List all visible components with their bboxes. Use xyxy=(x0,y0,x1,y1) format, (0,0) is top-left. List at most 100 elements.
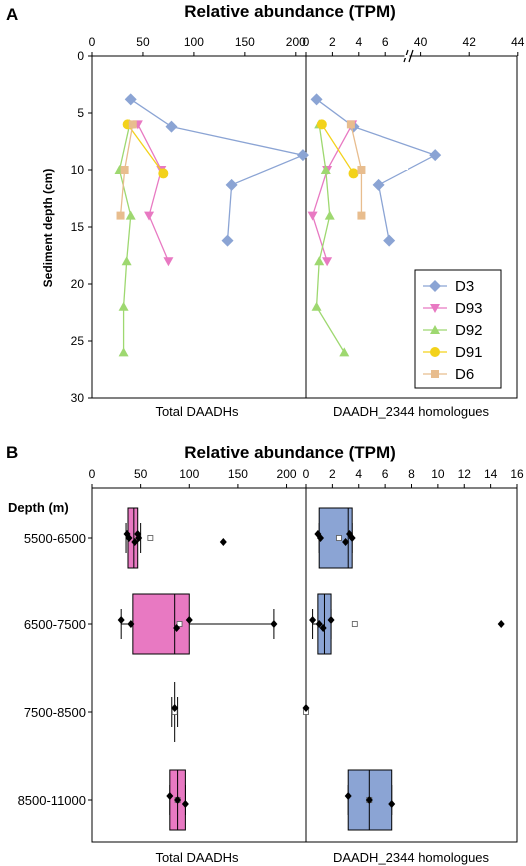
data-point-D3 xyxy=(225,178,238,191)
box-data-point xyxy=(317,534,325,542)
legend-label-D3: D3 xyxy=(455,278,474,295)
box-iqr xyxy=(318,507,353,569)
panel-a-y-tick-label: 0 xyxy=(77,49,84,63)
panel-b-left-x-tick-label: 50 xyxy=(134,467,148,481)
series-line-D91 xyxy=(321,124,355,174)
panel-b-right-x-tick-label: 12 xyxy=(458,467,472,481)
box-data-point xyxy=(497,620,505,628)
data-point-D6 xyxy=(346,120,355,129)
data-point-D6 xyxy=(357,166,366,174)
panel-b-right-x-tick-label: 14 xyxy=(484,467,498,481)
data-point-D91 xyxy=(316,119,327,130)
data-point-D92 xyxy=(118,347,129,357)
panel-a-y-tick-label: 30 xyxy=(71,391,85,405)
panel-a-y-tick-label: 15 xyxy=(71,220,85,234)
box-data-point xyxy=(131,538,139,546)
data-point-D3 xyxy=(310,93,323,106)
series-line-D92 xyxy=(315,124,345,353)
data-point-D6 xyxy=(116,211,125,220)
panel-b-left-x-tick-label: 200 xyxy=(277,467,297,481)
box-data-point xyxy=(319,624,327,632)
box-data-point xyxy=(125,534,133,542)
panel-a-right-x-tick-label: 42 xyxy=(463,35,477,49)
data-point-D6 xyxy=(128,120,137,129)
box-data-point xyxy=(388,800,396,808)
data-point-D91 xyxy=(348,168,359,179)
box-data-point xyxy=(342,538,350,546)
data-point-D3 xyxy=(383,234,396,247)
panel-a-title: Relative abundance (TPM) xyxy=(184,2,396,21)
box-data-point xyxy=(348,534,356,542)
panel-a-right-x-tick-label: 44 xyxy=(511,35,525,49)
data-point-D93 xyxy=(144,211,155,221)
box-data-point xyxy=(219,538,227,546)
legend-box xyxy=(414,269,502,389)
legend-marker-D3 xyxy=(429,280,441,292)
legend-label-D91: D91 xyxy=(455,344,483,361)
box-mean xyxy=(351,621,358,627)
panel-b-right-x-tick-label: 10 xyxy=(431,467,445,481)
legend-label-D92: D92 xyxy=(455,322,483,339)
series-line-D93 xyxy=(311,124,353,262)
data-point-D3 xyxy=(296,149,309,162)
panel-b-ylabel: Depth (m) xyxy=(8,500,69,515)
axis-break-mark xyxy=(408,49,414,63)
data-point-D3 xyxy=(221,234,234,247)
panel-a-right-x-tick-label: 6 xyxy=(382,35,389,49)
panel-b-title: Relative abundance (TPM) xyxy=(184,443,396,462)
panel-a-y-tick-label: 25 xyxy=(71,334,85,348)
panel-b-right-x-tick-label: 4 xyxy=(355,467,362,481)
panel-b-category-label: 7500-8500 xyxy=(24,705,86,720)
panel-b-right-x-tick-label: 2 xyxy=(329,467,336,481)
data-point-D92 xyxy=(324,210,335,220)
box-data-point xyxy=(173,624,181,632)
panel-b-xlabel-right: DAADH_2344 homologues xyxy=(333,850,490,865)
panel-b-category-label: 5500-6500 xyxy=(24,531,86,546)
panel-a-left-x-tick-label: 50 xyxy=(136,35,150,49)
panel-a-y-tick-label: 20 xyxy=(71,277,85,291)
axis-break-line-gap xyxy=(402,164,408,170)
data-point-D93 xyxy=(322,257,333,267)
panel-b-left-x-tick-label: 100 xyxy=(179,467,199,481)
panel-b-right-x-tick-label: 8 xyxy=(408,467,415,481)
panel-a-xlabel-right: DAADH_2344 homologues xyxy=(333,404,490,419)
panel-a-right-x-tick-label: 2 xyxy=(329,35,336,49)
box-data-point xyxy=(166,792,174,800)
panel-b-left-x-tick-label: 0 xyxy=(89,467,96,481)
box-data-point xyxy=(135,534,143,542)
data-point-D6 xyxy=(120,166,129,174)
legend-label-D6: D6 xyxy=(455,366,474,383)
axis-break-line-gap xyxy=(402,136,408,142)
data-point-D3 xyxy=(372,178,385,191)
box-data-point xyxy=(185,616,193,624)
box-data-point xyxy=(327,616,335,624)
panel-a-label: A xyxy=(6,5,18,24)
panel-a-right-x-tick-label: 0 xyxy=(303,35,310,49)
panel-b-plot: 5500-6500 6500-7500 7500-8500 8500-11000 0 50… xyxy=(18,467,524,843)
box-data-point xyxy=(315,620,323,628)
data-point-D3 xyxy=(124,93,137,106)
panel-a-xlabel-left: Total DAADHs xyxy=(155,404,239,419)
series-line-D91 xyxy=(127,124,164,174)
data-point-D92 xyxy=(125,210,136,220)
panel-b-xlabel-left: Total DAADHs xyxy=(155,850,239,865)
box-data-point xyxy=(302,704,310,712)
box-data-point xyxy=(174,796,182,804)
box-data-point xyxy=(309,616,317,624)
panel-a-left-x-tick-label: 150 xyxy=(235,35,255,49)
box-mean xyxy=(176,621,183,627)
panel-a-left-x-tick-label: 0 xyxy=(89,35,96,49)
box-data-point xyxy=(181,800,189,808)
series-line-D92 xyxy=(118,124,132,353)
panel-a-left-x-tick-label: 200 xyxy=(286,35,306,49)
panel-a-right-x-tick-label: 4 xyxy=(355,35,362,49)
panel-b-right-x-tick-label: 6 xyxy=(382,467,389,481)
data-point-D92 xyxy=(339,347,350,357)
series-line-D3 xyxy=(130,98,306,241)
data-point-D92 xyxy=(311,301,322,311)
legend-marker-D93 xyxy=(430,304,440,313)
data-point-D92 xyxy=(118,301,129,311)
box-data-point xyxy=(117,616,125,624)
